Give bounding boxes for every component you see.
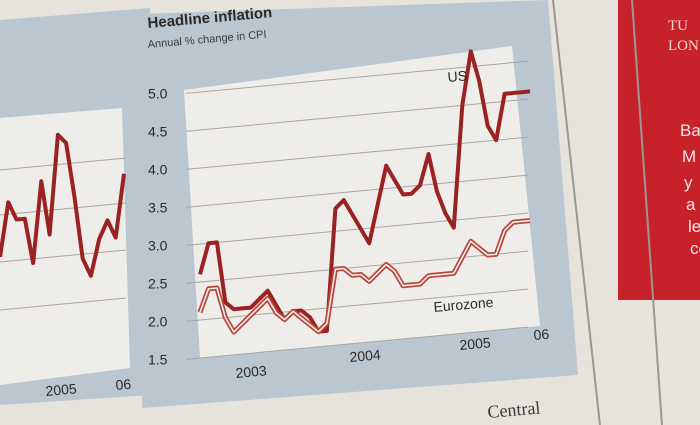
- left-series-line: [0, 132, 126, 278]
- main-gridline: [185, 174, 529, 208]
- main-y-tick-label: 5.0: [148, 85, 168, 101]
- red-panel-text-5: le: [688, 217, 700, 236]
- main-x-tick-label: 2003: [235, 362, 268, 381]
- main-gridline: [185, 250, 529, 284]
- left-x-tick-label: 2005: [45, 380, 78, 399]
- left-gridline: [0, 297, 127, 311]
- main-gridline: [185, 60, 529, 94]
- column-rule-1: [552, 0, 601, 425]
- main-gridline: [185, 136, 529, 170]
- eurozone-series-label: Eurozone: [433, 294, 494, 315]
- left-plot-area: [0, 108, 130, 385]
- left-x-tick-label: 06: [115, 376, 132, 393]
- main-y-tick-label: 4.0: [148, 161, 168, 177]
- main-x-tick-labels: 2003 2004 2005 06: [235, 326, 550, 381]
- left-gridline: [0, 202, 127, 216]
- main-gridline: [185, 326, 529, 360]
- red-panel-text-2: M: [682, 147, 696, 166]
- main-gridline: [185, 98, 529, 132]
- left-x-tick-labels: 2005 06: [45, 376, 132, 399]
- series-layer: [197, 49, 531, 335]
- main-x-tick-label: 06: [533, 326, 550, 343]
- main-y-tick-label: 2.5: [148, 275, 168, 291]
- red-panel: [618, 0, 700, 300]
- main-y-tick-label: 1.5: [148, 351, 168, 367]
- main-y-tick-label: 2.0: [148, 313, 168, 329]
- red-panel-text-3: y: [684, 173, 693, 192]
- red-panel-text-1: Ba: [680, 121, 700, 140]
- main-y-tick-label: 4.5: [148, 123, 168, 139]
- us-series-label: US: [447, 67, 468, 85]
- main-y-tick-label: 3.0: [148, 237, 168, 253]
- main-plot-area: [184, 46, 540, 358]
- footer-text: Central: [487, 397, 542, 422]
- series-eurozone-inner: [199, 219, 531, 333]
- red-panel-gap: [648, 300, 700, 425]
- left-gridline: [0, 157, 127, 171]
- main-gridline: [185, 212, 529, 246]
- column-rule-2: [631, 0, 663, 425]
- main-x-tick-label: 2005: [459, 334, 492, 353]
- main-gridlines: [185, 60, 529, 360]
- left-gridlines: [0, 157, 127, 311]
- red-panel-text-4: a: [686, 195, 696, 214]
- main-y-tick-labels: 1.5 2.0 2.5 3.0 3.5 4.0 4.5 5.0: [148, 85, 168, 367]
- series-us: [198, 49, 531, 334]
- main-x-tick-label: 2004: [349, 346, 382, 365]
- red-panel-header-2: LON: [668, 38, 699, 54]
- left-gridline: [0, 249, 127, 263]
- red-panel-text-6: ce: [690, 239, 700, 258]
- main-y-tick-label: 3.5: [148, 199, 168, 215]
- left-series-layer: [0, 132, 126, 278]
- red-panel-header-1: TU: [668, 18, 688, 34]
- main-gridline: [185, 288, 529, 322]
